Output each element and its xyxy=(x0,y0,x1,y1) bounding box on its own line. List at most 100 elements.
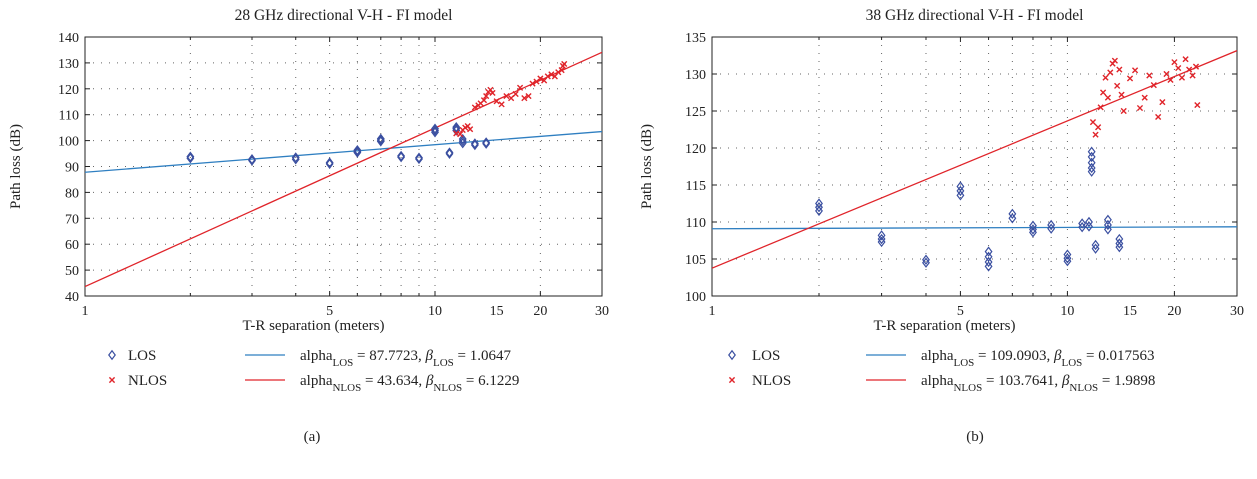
data-point-nlos xyxy=(1131,67,1139,74)
y-tick-label: 120 xyxy=(58,83,79,98)
data-point-nlos xyxy=(1104,94,1112,101)
x-axis-label: T-R separation (meters) xyxy=(243,318,385,334)
data-point-nlos xyxy=(1089,119,1097,126)
data-point-los xyxy=(1087,162,1096,174)
data-point-los xyxy=(445,147,454,158)
x-tick-label: 30 xyxy=(1230,304,1244,319)
y-tick-label: 100 xyxy=(685,290,706,305)
data-point-los xyxy=(984,261,993,272)
data-point-los xyxy=(1029,224,1037,235)
data-point-los xyxy=(248,154,256,165)
data-point-los xyxy=(984,256,993,268)
data-point-nlos xyxy=(467,126,474,133)
plot-area xyxy=(85,51,602,288)
y-tick-label: 80 xyxy=(65,186,79,201)
data-point-nlos xyxy=(1186,66,1193,73)
data-point-nlos xyxy=(548,71,555,78)
data-point-nlos xyxy=(1192,63,1200,70)
data-point-los xyxy=(248,155,256,166)
chart-panel-a: 1 5 10 15 20 3040506070809010011012013014028 … xyxy=(8,7,609,445)
data-point-los xyxy=(1008,208,1017,220)
data-point-nlos xyxy=(1107,69,1114,76)
data-point-nlos xyxy=(1159,99,1166,106)
data-point-los xyxy=(291,154,300,165)
data-point-nlos xyxy=(1114,82,1121,89)
data-point-los xyxy=(397,151,406,163)
legend-fit-label-los: alphaLOS = 87.7723, βLOS = 1.0647 xyxy=(300,348,511,369)
data-point-los xyxy=(470,138,479,149)
data-point-los xyxy=(325,157,334,168)
data-point-los xyxy=(415,152,423,163)
y-tick-label: 90 xyxy=(65,161,79,176)
data-point-nlos xyxy=(498,101,505,108)
data-point-nlos xyxy=(1095,124,1102,131)
data-point-los xyxy=(1115,241,1124,253)
data-point-los xyxy=(1103,224,1112,235)
x-tick-label: 20 xyxy=(1167,304,1181,319)
data-point-los xyxy=(1078,218,1087,229)
x-tick-label: 5 xyxy=(326,304,333,319)
data-point-nlos xyxy=(471,104,478,111)
data-point-los xyxy=(1103,219,1112,231)
data-point-los xyxy=(1087,166,1096,177)
legend-marker-los xyxy=(728,349,736,361)
x-tick-label: 1 xyxy=(709,304,716,319)
y-tick-label: 130 xyxy=(58,57,79,72)
y-tick-label: 40 xyxy=(65,290,79,305)
fit-line-nlos xyxy=(85,51,602,288)
data-point-nlos xyxy=(1111,57,1118,64)
data-point-los xyxy=(1078,221,1087,233)
legend-marker-nlos xyxy=(108,376,116,384)
panel-label: (a) xyxy=(304,429,321,445)
data-point-nlos xyxy=(457,131,464,138)
data-point-los xyxy=(458,133,467,145)
data-point-los xyxy=(353,144,362,156)
y-tick-label: 110 xyxy=(686,216,706,231)
data-point-nlos xyxy=(1141,94,1148,101)
series-los xyxy=(815,146,1124,272)
data-point-nlos xyxy=(1099,89,1107,96)
data-point-nlos xyxy=(529,80,536,87)
data-point-nlos xyxy=(1097,104,1104,111)
data-point-los xyxy=(815,202,823,213)
legend: LOS NLOS alphaLOS = 87.7723, βLOS = 1.0647… xyxy=(108,348,519,394)
data-point-los xyxy=(431,125,439,136)
data-point-los xyxy=(1085,221,1093,232)
legend-label-los: LOS xyxy=(752,348,780,364)
legend-label-nlos: NLOS xyxy=(752,373,791,389)
fit-line-los xyxy=(712,226,1237,230)
data-point-los xyxy=(1087,151,1096,163)
data-point-los xyxy=(815,205,823,217)
data-point-nlos xyxy=(521,95,528,102)
data-point-los xyxy=(956,185,965,197)
data-point-los xyxy=(452,121,461,133)
y-axis-label: Path loss (dB) xyxy=(8,124,24,209)
data-point-los xyxy=(376,133,385,144)
x-axis-label: T-R separation (meters) xyxy=(874,318,1016,334)
data-point-los xyxy=(815,198,823,209)
series-los xyxy=(186,121,491,170)
data-point-nlos xyxy=(1155,113,1162,121)
data-point-nlos xyxy=(561,60,568,68)
y-tick-label: 140 xyxy=(58,31,79,46)
axis-ticks xyxy=(711,36,1238,297)
data-point-nlos xyxy=(1194,101,1201,109)
data-point-nlos xyxy=(544,73,551,80)
data-point-nlos xyxy=(525,92,532,100)
data-point-nlos xyxy=(1146,72,1153,79)
panel-label: (b) xyxy=(966,429,984,445)
y-tick-label: 50 xyxy=(65,264,79,279)
data-point-los xyxy=(984,251,993,262)
data-point-nlos xyxy=(1171,59,1178,66)
data-point-los xyxy=(1087,146,1096,157)
y-tick-label: 125 xyxy=(685,105,706,120)
data-point-nlos xyxy=(1182,56,1189,63)
data-point-los xyxy=(291,152,300,163)
data-point-nlos xyxy=(480,97,488,104)
data-point-los xyxy=(1063,249,1072,260)
data-point-los xyxy=(186,153,195,164)
x-tick-label: 10 xyxy=(428,304,442,319)
data-point-los xyxy=(1063,253,1072,264)
x-tick-label: 5 xyxy=(957,304,964,319)
